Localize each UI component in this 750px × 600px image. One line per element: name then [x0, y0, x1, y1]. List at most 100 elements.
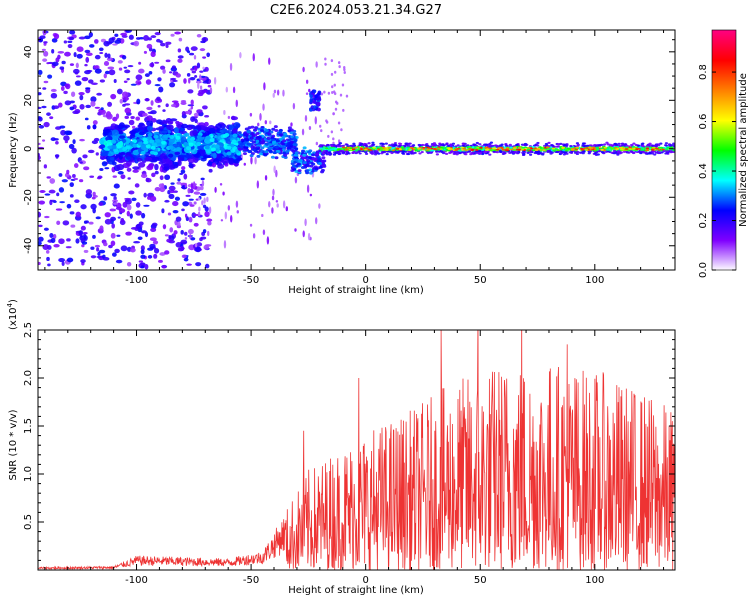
spectrogram-cell	[575, 142, 580, 145]
spectrogram-cell	[118, 135, 126, 139]
spectrogram-cell	[330, 59, 334, 63]
spectrogram-cell	[147, 111, 154, 115]
spectrogram-cell	[203, 244, 209, 250]
spectrogram-cell	[120, 218, 125, 223]
colorbar-step	[712, 157, 736, 159]
spectrogram-cell	[308, 155, 313, 159]
spectrogram-cell	[273, 89, 277, 94]
spectrogram-cell	[47, 74, 53, 79]
spectrogram-cell	[337, 139, 341, 143]
spectrogram-cell	[118, 148, 124, 153]
colorbar-step	[712, 228, 736, 230]
spectrogram-cell	[168, 193, 175, 199]
spectrogram-cell	[98, 249, 106, 254]
spectrogram-cell	[257, 135, 262, 139]
colorbar-step	[712, 171, 736, 173]
spectrogram-cell	[112, 43, 118, 46]
spectrogram-cell	[341, 151, 345, 154]
spectrogram-cell	[219, 147, 226, 152]
spectrogram-cell	[99, 51, 104, 54]
spectrogram-cell	[152, 240, 159, 245]
spectrogram-cell	[312, 89, 317, 94]
spectrogram-cell	[630, 150, 634, 154]
spectrogram-cell	[367, 148, 371, 151]
colorbar-step	[712, 205, 736, 207]
spectrogram-cell	[183, 78, 187, 84]
spectrogram-cell	[235, 200, 239, 208]
spectrogram-cell	[192, 129, 198, 136]
spectrogram-cell	[102, 149, 109, 156]
spectrogram-cell	[73, 51, 77, 58]
spectrogram-cell	[184, 154, 192, 159]
colorbar-step	[712, 204, 736, 206]
spectrogram-cell	[109, 156, 116, 161]
spectrogram-cell	[147, 247, 154, 251]
spectrogram-cell	[79, 94, 84, 101]
spectrogram-cell	[309, 108, 313, 112]
tick-label: 0	[23, 146, 34, 152]
colorbar-step	[712, 106, 736, 108]
spectrogram-cell	[223, 240, 227, 249]
spectrogram-cell	[135, 74, 143, 81]
spectrogram-cell	[204, 115, 210, 118]
spectrogram-cell	[164, 174, 171, 181]
colorbar-step	[712, 249, 736, 251]
spectrogram-cell	[373, 153, 378, 156]
spectrogram-cell	[154, 186, 161, 192]
spectrogram-cell	[104, 52, 108, 58]
spectrogram-cell	[144, 156, 153, 162]
spectrogram-cell	[173, 230, 178, 235]
spectrogram-cell	[290, 122, 293, 127]
spectrogram-cell	[63, 135, 70, 142]
spectrogram-cell	[196, 34, 202, 38]
spectrogram-cell	[60, 86, 65, 91]
colorbar-step	[712, 128, 736, 130]
spectrogram-cell	[62, 220, 70, 226]
spectrogram-cell	[351, 151, 355, 154]
spectrogram-cell	[64, 83, 69, 88]
spectrogram-cell	[239, 133, 244, 137]
spectrogram-cell	[347, 152, 351, 155]
tick-label: 1.5	[23, 418, 34, 434]
colorbar-step	[712, 233, 736, 235]
spectrogram-cell	[581, 148, 585, 151]
spectrogram-cell	[190, 46, 198, 51]
colorbar-step	[712, 74, 736, 76]
spectrogram-cell	[68, 143, 75, 150]
spectrogram-cell	[118, 130, 124, 135]
spectrogram-cell	[632, 142, 636, 145]
spectrogram-cell	[43, 80, 49, 84]
spectrogram-cell	[38, 69, 43, 75]
spectrogram-cell	[285, 144, 290, 148]
spectrogram-cell	[581, 152, 585, 155]
spectrogram-cell	[536, 147, 541, 150]
spectrogram-cell	[224, 132, 230, 137]
spectrogram-cell	[197, 81, 200, 90]
spectrogram-cell	[278, 133, 283, 137]
colorbar-step	[712, 118, 736, 120]
spectrogram-cell	[662, 149, 666, 153]
colorbar-step	[712, 224, 736, 226]
spectrogram-cell	[195, 246, 202, 253]
spectrogram-cell	[202, 204, 207, 209]
spectrogram-cell	[515, 143, 519, 147]
spectrogram-cell	[89, 175, 95, 178]
spectrogram-cell	[346, 146, 351, 149]
spectrogram-cell	[204, 145, 210, 150]
spectrogram-cell	[148, 70, 153, 75]
spectrogram-cell	[170, 33, 175, 37]
spectrogram-cell	[615, 148, 619, 151]
spectrogram-cell	[45, 250, 50, 254]
spectrogram-cell	[190, 105, 194, 110]
spectrogram-cell	[72, 110, 80, 115]
snr-xlabel: Height of straight line (km)	[288, 585, 424, 596]
spectrogram-cell	[107, 66, 115, 70]
spectrogram-cell	[164, 234, 169, 237]
spectrogram-cell	[602, 143, 607, 146]
spectrogram-cell	[175, 73, 181, 78]
spectrogram-cell	[426, 151, 430, 155]
colorbar-step	[712, 261, 736, 263]
colorbar-step	[712, 123, 736, 125]
spectrogram-cell	[202, 229, 207, 234]
spectrogram-cell	[66, 257, 74, 263]
